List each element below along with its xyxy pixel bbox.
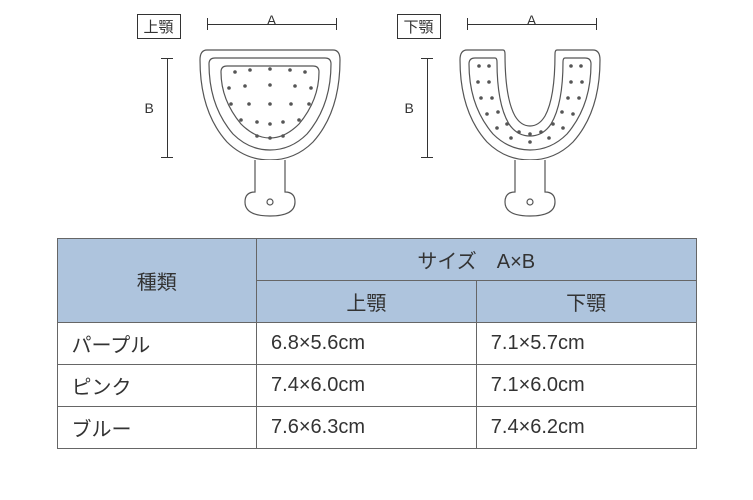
cell-type: ブルー [57,407,257,449]
upper-jaw-label: 上顎 [137,14,181,39]
size-table-body: パープル 6.8×5.6cm 7.1×5.7cm ピンク 7.4×6.0cm 7… [57,323,696,449]
dimension-a-label: A [527,12,536,28]
dimension-b: B [155,58,179,158]
upper-jaw-diagram: 上顎 A B [137,14,357,224]
dimension-b-label: B [405,100,414,116]
cell-lower: 7.1×5.7cm [476,323,696,365]
dimension-b: B [415,58,439,158]
table-row: ブルー 7.6×6.3cm 7.4×6.2cm [57,407,696,449]
dimension-a: A [207,14,337,38]
table-row: パープル 6.8×5.6cm 7.1×5.7cm [57,323,696,365]
cell-upper: 7.4×6.0cm [257,365,477,407]
dimension-a-label: A [267,12,276,28]
lower-tray-icon [455,42,605,222]
header-size: サイズ A×B [257,239,696,281]
header-type: 種類 [57,239,257,323]
dimension-a: A [467,14,597,38]
lower-jaw-diagram: 下顎 A B [397,14,617,224]
lower-jaw-label: 下顎 [397,14,441,39]
table-row: ピンク 7.4×6.0cm 7.1×6.0cm [57,365,696,407]
size-table: 種類 サイズ A×B 上顎 下顎 パープル 6.8×5.6cm 7.1×5.7c… [57,238,697,449]
cell-upper: 7.6×6.3cm [257,407,477,449]
cell-lower: 7.1×6.0cm [476,365,696,407]
dimension-b-label: B [145,100,154,116]
cell-type: ピンク [57,365,257,407]
header-upper: 上顎 [257,281,477,323]
header-lower: 下顎 [476,281,696,323]
cell-type: パープル [57,323,257,365]
upper-tray-icon [195,42,345,222]
cell-upper: 6.8×5.6cm [257,323,477,365]
diagram-row: 上顎 A B [0,0,753,232]
cell-lower: 7.4×6.2cm [476,407,696,449]
